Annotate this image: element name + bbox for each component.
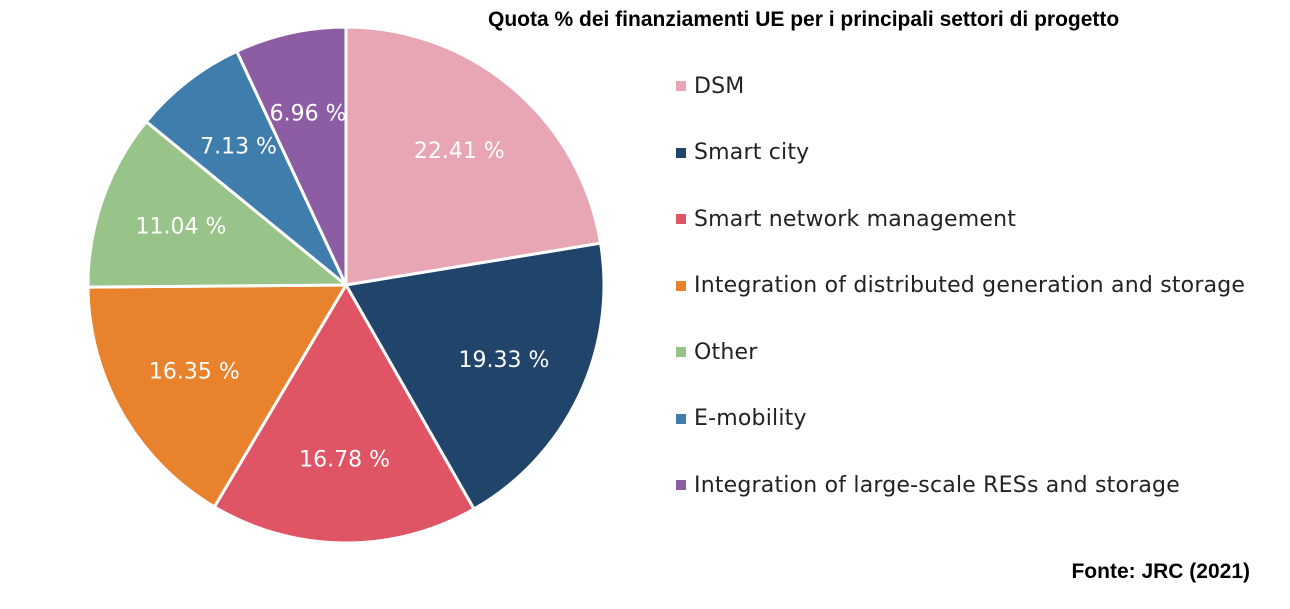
legend-label-6: Integration of large-scale RESs and stor… [694,472,1180,498]
legend-label-3: Integration of distributed generation an… [694,273,1246,298]
slice-label-4: 11.04 % [135,214,226,239]
legend-label-1: Smart city [694,140,810,165]
slice-label-3: 16.35 % [149,360,240,385]
legend-swatch-3 [676,280,686,291]
legend-item-5: E-mobility [676,399,807,439]
slice-label-2: 16.78 % [299,447,390,472]
legend-label-2: Smart network management [694,206,1017,232]
legend-item-4: Other [676,332,757,372]
chart-title: Quota % dei finanziamenti UE per i princ… [488,8,1120,31]
legend-swatch-0 [676,81,686,91]
legend-swatch-6 [676,480,686,490]
legend-swatch-2 [676,214,686,224]
legend-item-2: Smart network management [676,199,1016,239]
pie-slice-1 [344,241,606,511]
legend-item-3: Integration of distributed generation an… [676,266,1245,306]
legend-label-5: E-mobility [694,406,807,431]
legend-swatch-1 [676,147,686,158]
pie-slice-6 [235,25,348,287]
pie-slice-4 [86,120,348,289]
slice-label-1: 19.33 % [459,348,550,373]
slice-label-0: 22.41 % [414,139,505,164]
legend-swatch-4 [676,347,686,357]
legend-item-0: DSM [676,66,745,106]
source-note: Fonte: JRC (2021) [1071,560,1250,583]
slice-label-5: 7.13 % [200,134,277,159]
slice-label-6: 6.96 % [270,102,347,127]
pie-slice-0 [344,25,603,287]
legend-swatch-5 [676,413,686,424]
legend-item-6: Integration of large-scale RESs and stor… [676,465,1180,505]
pie-slice-5 [144,49,348,287]
pie-slice-3 [86,283,348,509]
legend-label-4: Other [694,339,758,365]
pie-chart: 22.41 % 19.33 % 16.78 % 16.35 % 11.04 % 7.13 … [86,25,606,545]
pie-slice-2 [212,283,476,545]
legend-label-0: DSM [694,73,745,99]
legend-item-1: Smart city [676,133,809,173]
